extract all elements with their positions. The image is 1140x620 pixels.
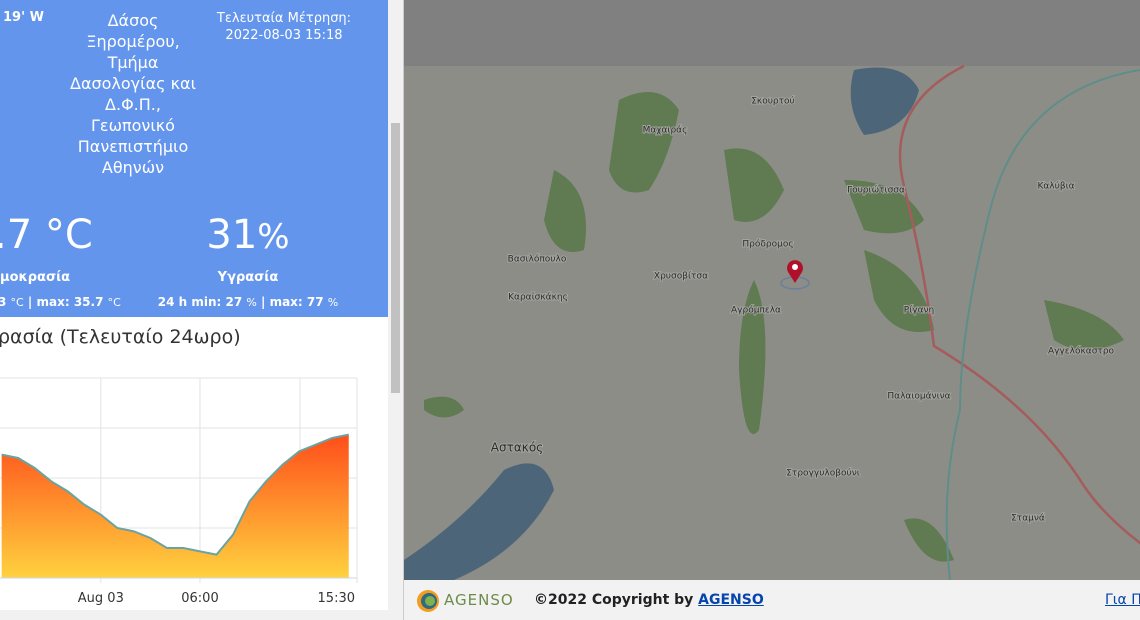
place-label: Σταμνά (1011, 514, 1045, 524)
name-line: Γεωπονικό (91, 116, 175, 135)
humidity-label: Υγρασία (217, 270, 279, 285)
chart-title: ρασία (Τελευταίο 24ωρο) (0, 326, 241, 348)
station-header: 19' W Δάσος Ξηρομέρου, Τμήμα Δασολογίας και… (0, 0, 388, 317)
temperature-label: μοκρασία (0, 270, 71, 285)
station-panel: 19' W Δάσος Ξηρομέρου, Τμήμα Δασολογίας και… (0, 0, 388, 610)
place-label: Χρυσοβίτσα (654, 272, 708, 282)
x-tick-label: Aug 03 (78, 591, 124, 606)
temperature-value: .7 (0, 212, 33, 258)
scroll-thumb[interactable] (391, 123, 400, 393)
name-line: Δ.Φ.Π., (105, 95, 161, 114)
map[interactable]: Σκουρτού Μαχαιράς Γουριώτισσα Καλύβια Πρόδρο… (404, 0, 1140, 580)
h-scrollbar[interactable] (0, 610, 403, 620)
name-line: Πανεπιστήμιο (77, 137, 189, 156)
place-label: Μαχαιράς (643, 126, 688, 136)
roads (898, 64, 1140, 545)
place-label: Καλύβια (1037, 181, 1074, 192)
about-link[interactable]: Για Π (1105, 592, 1140, 608)
logo-icon (417, 590, 439, 612)
temp-min: 3 (0, 295, 7, 309)
scrollbar[interactable] (388, 0, 403, 610)
chart: Aug 03 06:00 15:30 (0, 377, 358, 606)
station-name: Δάσος Ξηρομέρου, Τμήμα Δασολογίας και Δ.Φ.Π.… (55, 10, 211, 178)
place-label: Στρογγυλοβούνι (786, 468, 860, 479)
name-line: Δασολογίας και (70, 74, 196, 93)
humidity-value: 31 (206, 212, 258, 258)
hum-max: 77 (306, 295, 324, 309)
hum-min-label: 24 h min: (157, 295, 222, 309)
divider (403, 0, 404, 620)
name-line: Αθηνών (101, 158, 165, 177)
temp-min-unit: °C (10, 296, 24, 309)
x-tick-label: 06:00 (181, 591, 218, 606)
place-label: Γουριώτισσα (847, 185, 905, 196)
humidity: 31% (148, 212, 348, 258)
map-pin[interactable] (780, 260, 810, 290)
map-labels: Σκουρτού Μαχαιράς Γουριώτισσα Καλύβια Πρόδρο… (490, 95, 1116, 525)
humidity-range: 24 h min: 27 % | max: 77 % (128, 295, 368, 309)
hum-max-unit: % (327, 296, 339, 309)
name-line: Τμήμα (107, 53, 159, 72)
river (945, 69, 1140, 580)
area (1, 434, 349, 578)
temp-max-label: | max: (27, 295, 70, 309)
hum-min: 27 (225, 295, 243, 309)
last-time: 2022-08-03 15:18 (225, 28, 343, 43)
copyright-text: ©2022 Copyright by (534, 592, 694, 608)
hum-max-label: | max: (261, 295, 303, 309)
place-label: Βασιλόπουλο (508, 254, 567, 265)
footer: AGENSO ©2022 Copyright by AGENSO Για Π (404, 580, 1140, 620)
place-label: Σκουρτού (751, 96, 795, 107)
hum-min-unit: % (246, 296, 257, 309)
coordinates: 19' W (3, 10, 44, 25)
logo-text: AGENSO (444, 591, 514, 609)
temperature-range: 3 °C | max: 35.7 °C (0, 295, 121, 309)
last-measurement: Τελευταία Μέτρηση: 2022-08-03 15:18 (204, 10, 364, 44)
water (404, 67, 919, 580)
temperature-unit: °C (44, 212, 93, 258)
last-label: Τελευταία Μέτρηση: (216, 11, 352, 26)
temperature: .7 °C (0, 212, 93, 258)
name-line: Δάσος (107, 11, 159, 30)
map-top-band (404, 0, 1140, 66)
place-label: Παλαιομάνινα (887, 392, 950, 402)
place-label: Αγγελόκαστρο (1048, 346, 1115, 357)
place-label: Πρόδρομος (742, 239, 793, 250)
name-line: Ξηρομέρου, (86, 32, 180, 51)
x-tick-label: 15:30 (318, 591, 355, 606)
forests (424, 92, 1124, 562)
place-label: Αστακός (491, 441, 543, 455)
copyright: ©2022 Copyright by AGENSO (534, 592, 764, 608)
place-label: Αγρόμπελα (731, 305, 781, 316)
place-label: Ρίγανη (904, 306, 934, 316)
temp-max: 35.7 (73, 295, 104, 309)
area-line (1, 433, 349, 556)
place-label: Καραϊσκάκης (508, 293, 568, 303)
humidity-unit: % (257, 217, 290, 257)
temp-max-unit: °C (107, 296, 121, 309)
copyright-link[interactable]: AGENSO (698, 592, 764, 608)
